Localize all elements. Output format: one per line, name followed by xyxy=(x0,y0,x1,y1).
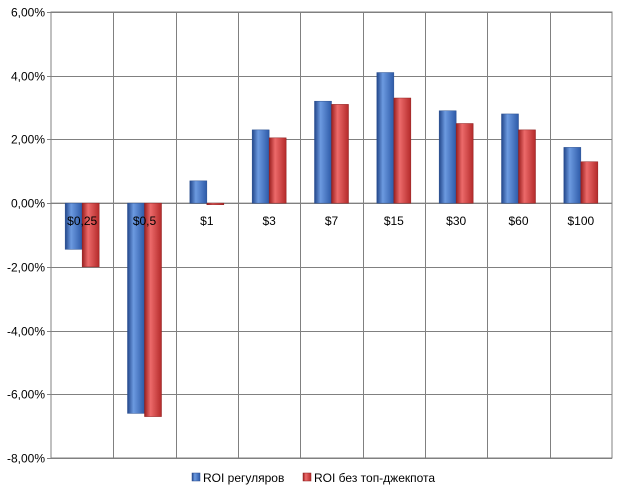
bar-roi-regulars-8 xyxy=(563,147,582,204)
x-category-label: $1 xyxy=(200,214,214,228)
y-tick-label: -6,00% xyxy=(7,388,45,402)
legend-swatch-1 xyxy=(302,472,312,482)
bar-roi-regulars-1 xyxy=(127,202,145,414)
x-category-label: $3 xyxy=(262,214,276,228)
y-tick-label: 6,00% xyxy=(11,6,45,20)
bar-roi-no-jackpot-2 xyxy=(206,202,225,205)
x-category-label: $60 xyxy=(508,214,528,228)
bar-roi-regulars-5 xyxy=(376,72,395,204)
bar-roi-no-jackpot-5 xyxy=(393,97,412,204)
x-category-label: $100 xyxy=(567,214,594,228)
y-tick-label: 0,00% xyxy=(11,197,45,211)
bar-roi-no-jackpot-3 xyxy=(268,137,287,204)
bar-roi-regulars-7 xyxy=(501,113,519,204)
x-category-label: $30 xyxy=(446,214,466,228)
bars xyxy=(64,72,599,417)
bar-roi-regulars-3 xyxy=(251,129,270,204)
x-category-label: $0,25 xyxy=(67,214,97,228)
bar-roi-regulars-2 xyxy=(189,180,208,204)
bar-roi-no-jackpot-6 xyxy=(455,123,474,204)
legend-label-0: ROI регуляров xyxy=(203,471,284,485)
bar-roi-no-jackpot-8 xyxy=(580,161,599,204)
bar-roi-no-jackpot-7 xyxy=(518,129,536,204)
bar-roi-no-jackpot-4 xyxy=(331,104,349,204)
bar-roi-regulars-6 xyxy=(438,110,457,204)
bar-roi-no-jackpot-0 xyxy=(81,202,100,268)
legend-swatch-0 xyxy=(191,472,201,482)
y-tick-label: -8,00% xyxy=(7,452,45,466)
y-axis-ticks: 6,00% 4,00% 2,00% 0,00% -2,00% -4,00% -6,00% -8… xyxy=(7,6,45,466)
bar-roi-regulars-4 xyxy=(314,100,332,204)
y-tick-label: 4,00% xyxy=(11,70,45,84)
x-category-label: $0,5 xyxy=(133,214,157,228)
x-axis-category-labels: $0,25 $0,5 $1 $3 $7 $15 $30 $60 $100 xyxy=(67,214,594,228)
bar-roi-no-jackpot-1 xyxy=(144,202,162,417)
legend: ROI регуляров ROI без топ-джекпота xyxy=(191,471,435,485)
x-category-label: $15 xyxy=(384,214,404,228)
x-category-label: $7 xyxy=(325,214,339,228)
y-tick-label: -2,00% xyxy=(7,261,45,275)
legend-label-1: ROI без топ-джекпота xyxy=(314,471,435,485)
y-tick-label: -4,00% xyxy=(7,325,45,339)
y-tick-label: 2,00% xyxy=(11,133,45,147)
